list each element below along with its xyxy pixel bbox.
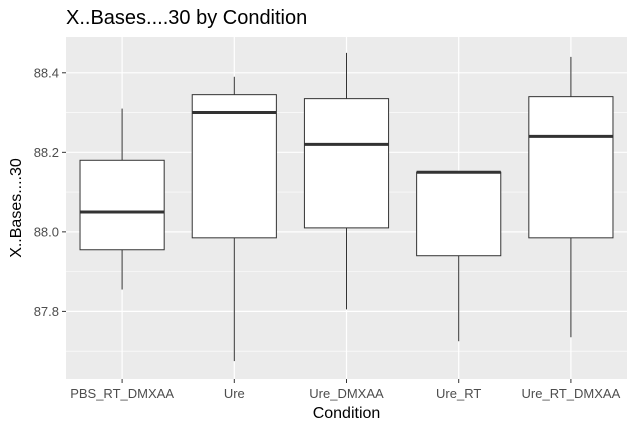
box-iqr [303, 98, 390, 229]
y-tick-label: 87.8 [34, 304, 59, 319]
box-iqr [191, 94, 277, 239]
y-axis-label: X..Bases....30 [8, 158, 25, 258]
x-tick-label: PBS_RT_DMXAA [70, 386, 174, 401]
x-tick-label: Ure_RT_DMXAA [522, 386, 621, 401]
x-axis-label: Condition [312, 405, 381, 422]
box-iqr [79, 159, 165, 251]
x-tick-label: Ure_DMXAA [309, 386, 384, 401]
box-iqr [416, 171, 502, 257]
x-tick-label: Ure_RT [436, 386, 481, 401]
chart-title: X..Bases....30 by Condition [66, 7, 308, 29]
y-tick-label: 88.4 [34, 65, 59, 80]
x-tick-label: Ure [224, 386, 245, 401]
y-tick-label: 88.0 [34, 224, 59, 239]
box-iqr [528, 96, 614, 239]
y-tick-label: 88.2 [34, 145, 59, 160]
